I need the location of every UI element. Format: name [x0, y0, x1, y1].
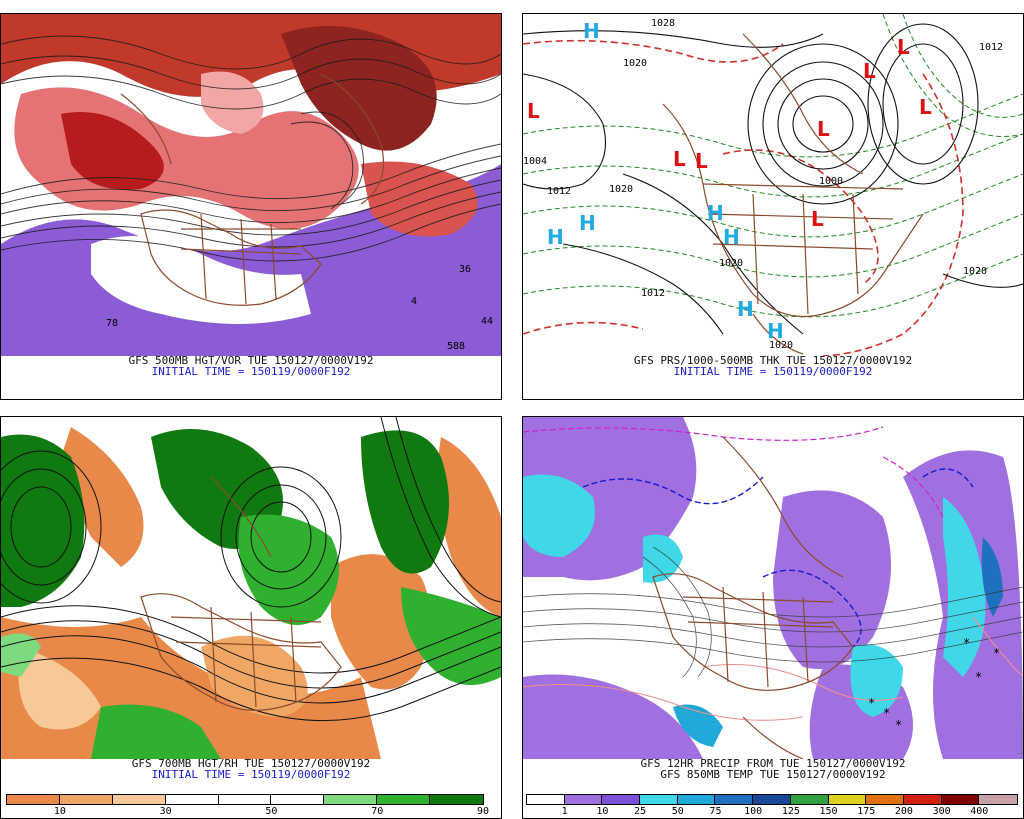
high-pressure-marker: H [767, 319, 784, 343]
pressure-label: 1028 [651, 18, 675, 29]
scale-tick-label: 50 [671, 806, 684, 817]
scale-tick-label: 1 [561, 806, 568, 817]
scale-swatch [902, 794, 944, 805]
scale-swatch [270, 794, 326, 805]
scale-swatch [978, 794, 1019, 805]
scale-tick-label: 200 [894, 806, 913, 817]
scale-tick-label: 75 [709, 806, 722, 817]
panel-init-time: INITIAL TIME = 150119/0000F192 [151, 365, 351, 378]
scale-swatch [827, 794, 868, 805]
panel-surface-pressure-thickness: 1028 1020 1012 1004 1000 1020 1012 1020 … [522, 13, 1024, 400]
low-pressure-marker: L [673, 147, 686, 171]
height-label: 4 [411, 296, 417, 307]
panel-subtitle: GFS 850MB TEMP TUE 150127/0000V192 [660, 768, 886, 781]
scale-swatch [601, 794, 642, 805]
pressure-label: 1020 [769, 340, 793, 351]
panel-title: GFS PRS/1000-500MB THK TUE 150127/0000V1… [633, 354, 913, 367]
low-pressure-marker: L [919, 95, 932, 119]
height-label: 588 [447, 341, 465, 352]
panel-precip-850mb-temp: * * * * * * GFS 12HR PRECIP FROM TUE 150127/… [522, 416, 1024, 819]
svg-text:*: * [883, 706, 890, 720]
low-pressure-marker: L [695, 149, 708, 173]
scale-swatch [323, 794, 379, 805]
panel-title: GFS 12HR PRECIP FROM TUE 150127/0000V192 [640, 757, 906, 770]
panel-500mb-vorticity: 78 588 44 36 4 GFS 500MB HGT/VOR TUE 150… [0, 13, 502, 400]
humidity-map [1, 417, 501, 759]
pressure-label: 1020 [609, 184, 633, 195]
low-pressure-marker: L [863, 59, 876, 83]
scale-swatch [164, 794, 221, 805]
scale-swatch [563, 794, 604, 805]
scale-tick-label: 10 [596, 806, 609, 817]
scale-tick-label: 300 [932, 806, 951, 817]
pressure-label: 1020 [963, 266, 987, 277]
scale-tick-label: 100 [744, 806, 763, 817]
scale-swatch [429, 794, 485, 805]
scale-tick-label: 400 [970, 806, 989, 817]
scale-swatch [58, 794, 115, 805]
scale-swatch [676, 794, 717, 805]
high-pressure-marker: H [547, 225, 564, 249]
svg-text:*: * [868, 696, 875, 710]
humidity-color-scale: 10 30 50 70 90 [5, 794, 489, 817]
high-pressure-marker: H [723, 225, 740, 249]
precip-map: * * * * * * [523, 417, 1023, 759]
high-pressure-marker: H [737, 297, 754, 321]
precip-color-scale: 1 10 25 50 75 100 125 150 175 200 300 400 [525, 794, 1019, 817]
high-pressure-marker: H [583, 19, 600, 43]
high-pressure-marker: H [707, 201, 724, 225]
high-pressure-marker: H [579, 211, 596, 235]
scale-swatch [217, 794, 273, 805]
low-pressure-marker: L [811, 207, 824, 231]
svg-text:*: * [895, 718, 902, 732]
scale-tick-label: 150 [819, 806, 838, 817]
svg-text:*: * [975, 670, 982, 684]
pressure-map: 1028 1020 1012 1004 1000 1020 1012 1020 … [523, 14, 1023, 356]
svg-text:*: * [993, 646, 1000, 660]
pressure-label: 1020 [623, 58, 647, 69]
scale-tick-label: 30 [159, 806, 172, 817]
height-label: 44 [481, 316, 493, 327]
height-label: 36 [459, 264, 471, 275]
pressure-label: 1012 [641, 288, 665, 299]
svg-text:*: * [963, 636, 970, 650]
pressure-label: 1012 [547, 186, 571, 197]
pressure-label: 1000 [819, 176, 843, 187]
scale-swatch [940, 794, 981, 805]
low-pressure-marker: L [817, 117, 830, 141]
scale-tick-label: 70 [371, 806, 384, 817]
panel-init-time: INITIAL TIME = 150119/0000F192 [151, 768, 351, 781]
scale-tick-label: 175 [857, 806, 876, 817]
scale-tick-label: 10 [53, 806, 66, 817]
scale-swatch [5, 794, 62, 805]
pressure-label: 1020 [719, 258, 743, 269]
panel-title: GFS 700MB HGT/RH TUE 150127/0000V192 [131, 757, 371, 770]
panel-title: GFS 500MB HGT/VOR TUE 150127/0000V192 [128, 354, 374, 367]
scale-tick-label: 125 [781, 806, 800, 817]
scale-tick-label: 25 [634, 806, 647, 817]
scale-tick-label: 50 [265, 806, 278, 817]
pressure-label: 1012 [979, 42, 1003, 53]
scale-swatch [639, 794, 680, 805]
scale-swatch [865, 794, 906, 805]
scale-swatch [111, 794, 168, 805]
vorticity-map: 78 588 44 36 4 [1, 14, 501, 356]
panel-700mb-humidity: GFS 700MB HGT/RH TUE 150127/0000V192 INI… [0, 416, 502, 819]
scale-tick-label: 90 [476, 806, 490, 817]
scale-swatch [376, 794, 432, 805]
pressure-label: 1004 [523, 156, 547, 167]
scale-swatch [789, 794, 831, 805]
height-label: 78 [106, 318, 118, 329]
scale-swatch [525, 794, 567, 805]
low-pressure-marker: L [897, 35, 910, 59]
scale-swatch [714, 794, 755, 805]
scale-swatch [752, 794, 793, 805]
low-pressure-marker: L [527, 99, 540, 123]
panel-init-time: INITIAL TIME = 150119/0000F192 [673, 365, 873, 378]
